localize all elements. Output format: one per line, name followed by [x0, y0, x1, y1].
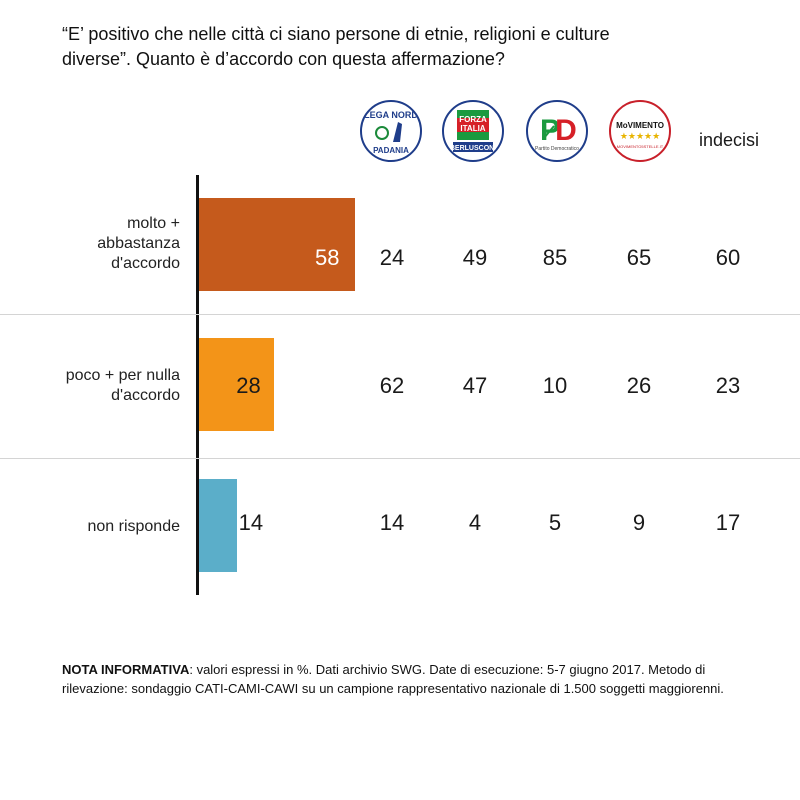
svg-text:FORZA: FORZA [459, 115, 487, 124]
row-label-non-risponde: non risponde [0, 517, 180, 537]
bar-value-molto-abbastanza: 58 [315, 245, 340, 270]
cell-non-risponde-lega: 14 [379, 510, 405, 535]
cell-poco-per-nulla-indecisi: 23 [715, 373, 741, 398]
cell-poco-per-nulla-pd: 10 [542, 373, 568, 398]
pd-logo: P D Partito Democratico [526, 100, 588, 162]
label-line: d'accordo [111, 387, 180, 404]
cell-poco-per-nulla-fi: 47 [462, 373, 488, 398]
bar-molto-abbastanza [199, 198, 355, 291]
chart-axis [196, 175, 199, 595]
cell-non-risponde-fi: 4 [468, 510, 482, 535]
label-line: molto + [127, 215, 180, 232]
cell-molto-abbastanza-pd: 85 [542, 245, 568, 270]
label-line: non risponde [87, 518, 180, 535]
row-label-poco-per-nulla: poco + per nulla d'accordo [0, 366, 180, 406]
footnote-title: NOTA INFORMATIVA [62, 662, 190, 677]
svg-text:LEGA NORD: LEGA NORD [364, 110, 418, 120]
svg-text:D: D [555, 114, 577, 147]
svg-text:★★★★★: ★★★★★ [620, 132, 660, 142]
cell-non-risponde-pd: 5 [548, 510, 562, 535]
bar-value-poco-per-nulla: 28 [236, 373, 261, 398]
cell-molto-abbastanza-indecisi: 60 [715, 245, 741, 270]
cell-molto-abbastanza-lega: 24 [379, 245, 405, 270]
forza-italia-logo: FORZA ITALIA BERLUSCONI [442, 100, 504, 162]
bar-value-non-risponde: 14 [238, 510, 264, 535]
row-divider [0, 458, 800, 459]
footnote: NOTA INFORMATIVA: valori espressi in %. … [62, 660, 762, 698]
cell-poco-per-nulla-lega: 62 [379, 373, 405, 398]
cell-molto-abbastanza-fi: 49 [462, 245, 488, 270]
svg-text:BERLUSCONI: BERLUSCONI [450, 145, 496, 152]
cell-poco-per-nulla-m5s: 26 [626, 373, 652, 398]
label-line: d'accordo [111, 255, 180, 272]
label-line: abbastanza [97, 235, 180, 252]
cell-non-risponde-m5s: 9 [632, 510, 646, 535]
label-line: poco + per nulla [65, 367, 180, 384]
row-label-molto-abbastanza: molto + abbastanza d'accordo [0, 214, 180, 274]
column-header-indecisi: indecisi [698, 130, 760, 150]
cell-non-risponde-indecisi: 17 [715, 510, 741, 535]
cell-molto-abbastanza-m5s: 65 [626, 245, 652, 270]
svg-text:Partito Democratico: Partito Democratico [535, 146, 579, 152]
svg-text:PADANIA: PADANIA [373, 146, 409, 155]
question-line-2: diverse”. Quanto è d’accordo con questa … [62, 49, 505, 69]
bar-non-risponde [199, 479, 237, 572]
question-line-1: “E’ positivo che nelle città ci siano pe… [62, 24, 610, 44]
svg-text:MOVIMENTO5STELLE.IT: MOVIMENTO5STELLE.IT [617, 144, 664, 149]
question-text: “E’ positivo che nelle città ci siano pe… [62, 22, 702, 72]
svg-text:MoVIMENTO: MoVIMENTO [616, 121, 664, 130]
lega-nord-logo: LEGA NORD PADANIA [360, 100, 422, 162]
footnote-text: : valori espressi in %. Dati archivio SW… [62, 662, 724, 696]
m5s-logo: MoVIMENTO ★★★★★ MOVIMENTO5STELLE.IT [609, 100, 671, 162]
bar-poco-per-nulla [199, 338, 275, 431]
svg-text:ITALIA: ITALIA [460, 124, 485, 133]
row-divider [0, 314, 800, 315]
